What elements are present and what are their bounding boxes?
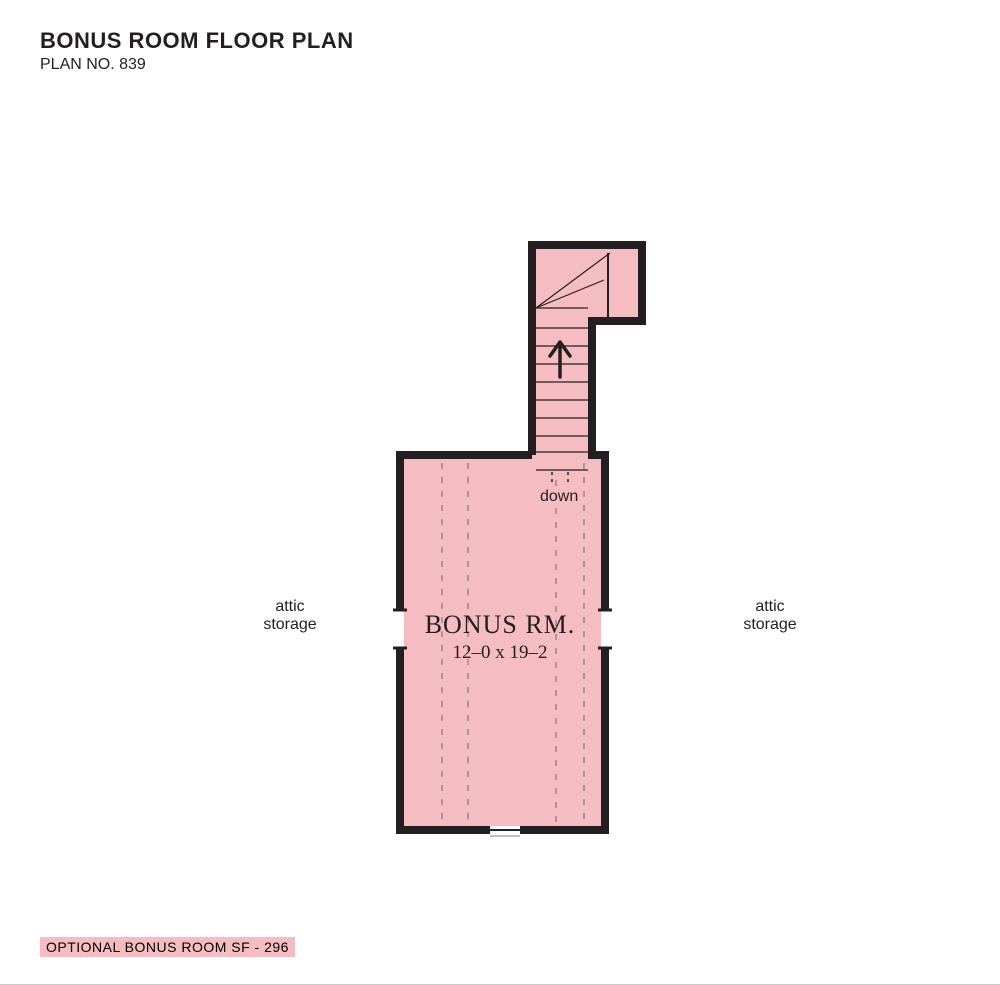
- attic-right-line2: storage: [743, 616, 796, 633]
- footer-sf-note: OPTIONAL BONUS ROOM SF - 296: [40, 937, 295, 957]
- stair-down-label: down: [540, 488, 578, 506]
- floorplan-diagram: attic storage attic storage BONUS RM. 12…: [330, 220, 730, 860]
- room-dimensions: 12–0 x 19–2: [360, 642, 640, 664]
- header: BONUS ROOM FLOOR PLAN PLAN NO. 839: [40, 28, 354, 74]
- footer-text: OPTIONAL BONUS ROOM SF - 296: [46, 939, 289, 955]
- window-bottom: [490, 830, 520, 836]
- plan-number: PLAN NO. 839: [40, 56, 354, 74]
- stair-landing-fill: [532, 249, 642, 321]
- room-label-block: BONUS RM. 12–0 x 19–2: [360, 610, 640, 664]
- floorplan-svg: [330, 220, 730, 860]
- attic-left-line2: storage: [263, 616, 316, 633]
- attic-storage-left-label: attic storage: [250, 598, 330, 635]
- attic-storage-right-label: attic storage: [730, 598, 810, 635]
- room-name: BONUS RM.: [360, 610, 640, 640]
- page-title: BONUS ROOM FLOOR PLAN: [40, 28, 354, 54]
- attic-right-line1: attic: [755, 598, 784, 615]
- attic-left-line1: attic: [275, 598, 304, 615]
